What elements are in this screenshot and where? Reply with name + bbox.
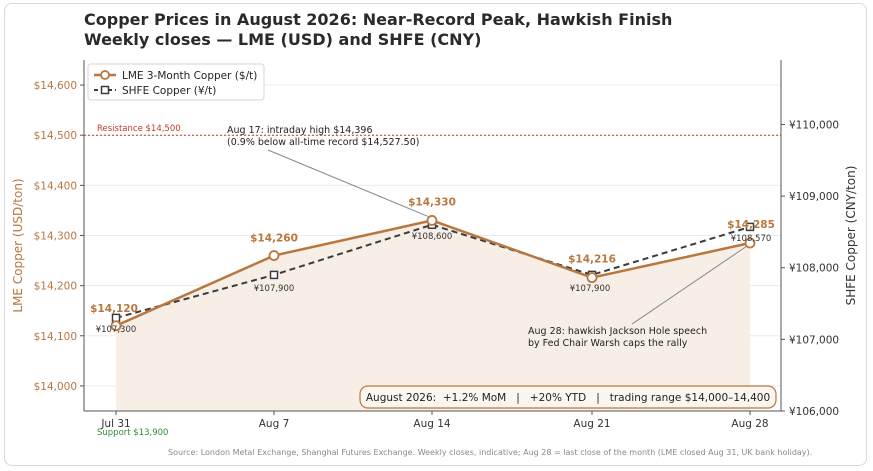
y-tick-left-label: $14,300 — [34, 231, 77, 243]
y-tick-right-label: ¥106,000 — [789, 406, 839, 418]
source-note: Source: London Metal Exchange, Shanghai … — [168, 448, 813, 457]
y-tick-left-label: $14,200 — [34, 281, 77, 293]
y-tick-left-label: $14,400 — [34, 180, 77, 192]
annotation-connector — [631, 245, 748, 325]
support-label: Support $13,900 — [97, 428, 168, 438]
shfe-data-label: ¥107,900 — [570, 284, 611, 294]
annotation-text: Aug 28: hawkish Jackson Hole speech — [528, 326, 707, 337]
y-tick-right-label: ¥109,000 — [789, 191, 839, 203]
lme-data-label: $14,330 — [408, 196, 456, 208]
legend-label-shfe: SHFE Copper (¥/t) — [122, 85, 216, 97]
shfe-data-label: ¥107,900 — [254, 284, 295, 294]
y-tick-left-label: $14,600 — [34, 80, 77, 92]
legend-marker-shfe — [100, 85, 110, 95]
summary-text: August 2026: +1.2% MoM | +20% YTD | trad… — [366, 392, 770, 404]
shfe-data-label: ¥108,570 — [731, 234, 772, 244]
x-tick-label: Aug 21 — [573, 418, 610, 430]
y-tick-right-label: ¥110,000 — [789, 119, 839, 131]
legend-marker-lme — [100, 70, 110, 80]
lme-data-label: $14,216 — [568, 254, 616, 266]
y-axis-left-title: LME Copper (USD/ton) — [11, 178, 25, 312]
lme-point — [110, 320, 122, 332]
lme-data-label: $14,260 — [250, 233, 298, 245]
shfe-point — [111, 313, 121, 323]
y-tick-left-label: $14,100 — [34, 331, 77, 343]
y-tick-left-label: $14,500 — [34, 130, 77, 142]
resistance-label: Resistance $14,500 — [97, 124, 181, 134]
lme-point — [426, 215, 438, 226]
legend-box — [87, 63, 265, 101]
y-tick-right-label: ¥108,000 — [789, 263, 839, 275]
y-tick-right-label: ¥107,000 — [789, 334, 839, 346]
lme-area-fill — [116, 220, 750, 411]
shfe-point — [745, 222, 755, 232]
x-tick-label: Jul 31 — [100, 418, 130, 430]
shfe-data-label: ¥107,300 — [96, 325, 137, 335]
chart-subtitle: Weekly closes — LME (USD) and SHFE (CNY) — [84, 30, 482, 49]
lme-point — [586, 272, 598, 284]
lme-point — [268, 250, 280, 261]
y-axis-right-title: SHFE Copper (CNY/ton) — [844, 166, 858, 306]
annotation-text: Aug 17: intraday high $14,396 — [227, 125, 373, 136]
x-tick-label: Aug 28 — [731, 418, 768, 430]
x-tick-label: Aug 14 — [413, 418, 451, 430]
annotation-text: (0.9% below all-time record $14,527.50) — [227, 137, 419, 148]
lme-data-label: $14,120 — [90, 303, 138, 315]
shfe-point — [269, 270, 279, 280]
summary-box — [359, 385, 777, 409]
lme-data-label: $14,285 — [727, 219, 775, 231]
legend-label-lme: LME 3-Month Copper ($/t) — [122, 70, 257, 82]
x-tick-label: Aug 7 — [259, 418, 290, 430]
lme-point — [744, 237, 756, 249]
shfe-data-label: ¥108,600 — [412, 232, 453, 242]
chart-title: Copper Prices in August 2026: Near-Recor… — [84, 10, 673, 29]
y-tick-left-label: $14,000 — [34, 381, 77, 393]
annotation-connector — [267, 149, 429, 217]
shfe-series-line — [115, 223, 751, 319]
annotation-text: by Fed Chair Warsh caps the rally — [528, 338, 688, 349]
